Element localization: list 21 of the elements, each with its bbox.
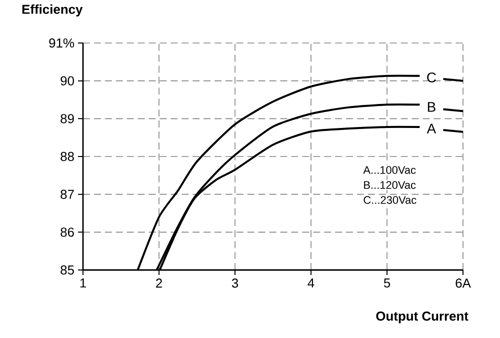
series-label: C (427, 72, 436, 82)
y-tick-label: 88 (60, 152, 74, 162)
y-axis-title: Efficiency (22, 4, 83, 16)
annotation: A...100Vac (363, 166, 416, 174)
x-tick-label: 6A (456, 278, 471, 288)
y-tick-label: 85 (60, 265, 74, 275)
x-tick-label: 1 (80, 278, 86, 288)
x-tick-label: 4 (308, 278, 314, 288)
annotation: C...230Vac (364, 196, 416, 204)
y-tick-label: 90 (60, 76, 74, 86)
x-tick-label: 2 (156, 278, 162, 288)
y-tick-label: 87 (60, 190, 74, 199)
series-label: B (428, 102, 436, 112)
annotation: B...120Vac (364, 181, 416, 189)
y-tick-label: 86 (60, 228, 74, 237)
x-tick-label: 5 (384, 278, 390, 288)
x-tick-label: 3 (232, 278, 238, 288)
series-label: A (426, 124, 436, 134)
y-tick-label: 89 (60, 114, 74, 124)
y-tick-label: 91% (49, 38, 74, 48)
x-axis-title: Output Current (376, 312, 468, 324)
